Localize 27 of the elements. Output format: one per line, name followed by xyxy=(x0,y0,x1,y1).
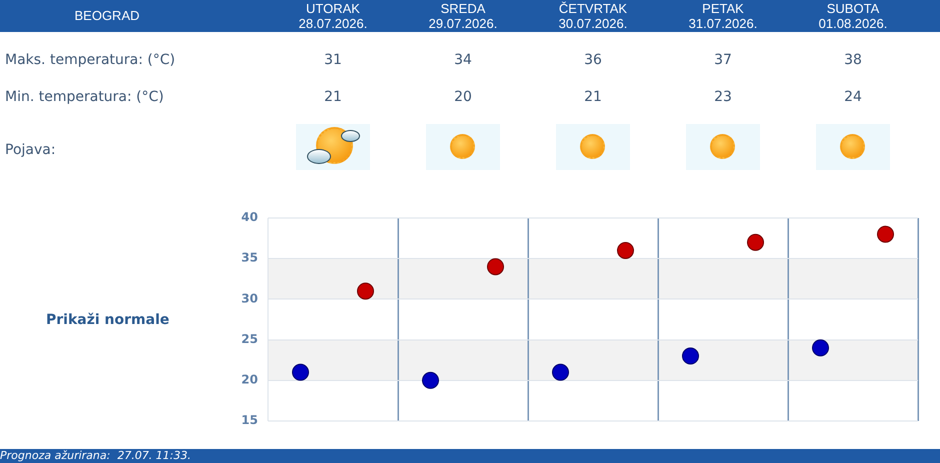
text: BEOGRAD xyxy=(73,8,140,23)
data-label: 38 xyxy=(844,51,862,69)
text: PETAK 31.07.2026. xyxy=(688,1,758,31)
data-label: 37 xyxy=(714,51,732,69)
text: Pojava: xyxy=(5,141,56,159)
y-tick-label: 15 xyxy=(241,413,258,428)
data-label: 21 xyxy=(584,88,602,106)
text: ČETVRTAK 30.07.2026. xyxy=(558,1,628,31)
data-label: 36 xyxy=(584,51,602,69)
y-tick-label: 30 xyxy=(241,291,258,306)
data-label: 31 xyxy=(324,51,342,69)
data-label: 34 xyxy=(454,51,472,69)
text: Prikaži normale xyxy=(46,311,170,329)
text: SUBOTA 01.08.2026. xyxy=(818,1,888,31)
data-label: 24 xyxy=(844,88,862,106)
text: SREDA 29.07.2026. xyxy=(428,1,498,31)
y-tick-label: 25 xyxy=(241,332,258,346)
text: Prognoza ažurirana: 27.07. 11:33. xyxy=(0,449,192,463)
text: Maks. temperatura: (°C) xyxy=(5,51,176,69)
text: UTORAK 28.07.2026. xyxy=(298,1,368,31)
data-label: 23 xyxy=(714,88,732,106)
y-tick-label: 20 xyxy=(241,372,258,387)
y-tick-label: 35 xyxy=(241,250,258,265)
text: Min. temperatura: (°C) xyxy=(5,88,164,106)
data-label: 20 xyxy=(454,88,472,106)
data-label: 21 xyxy=(324,88,342,106)
y-tick-label: 40 xyxy=(241,210,258,224)
